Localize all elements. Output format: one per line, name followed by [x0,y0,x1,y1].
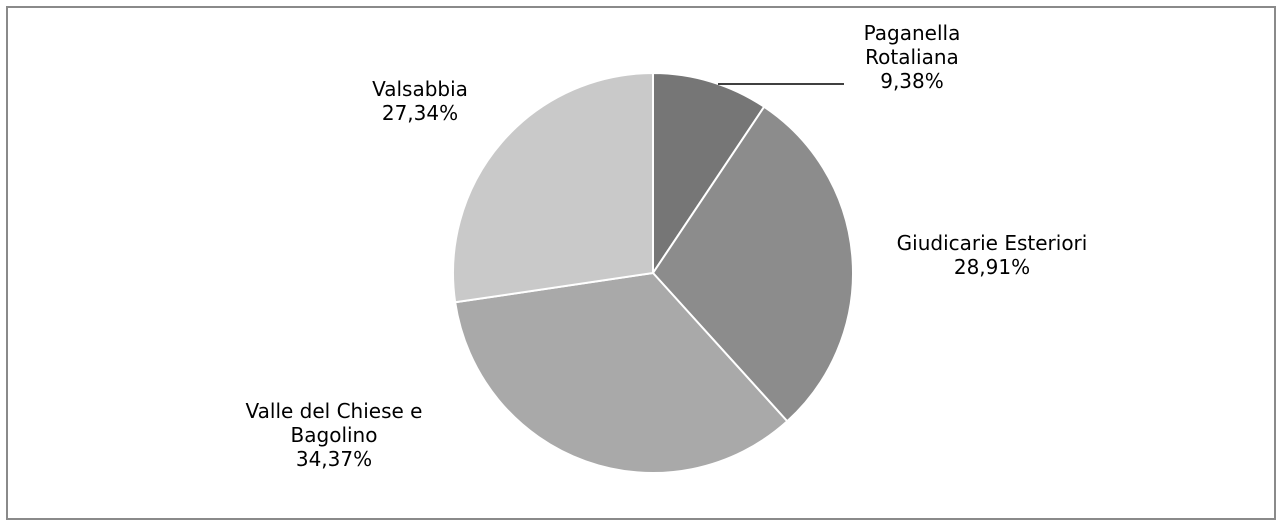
pie-slices [452,71,854,474]
slice-label-valle-del-chiese-e-bagolino: Valle del Chiese e Bagolino 34,37% [246,399,423,471]
slice-label-line: 34,37% [296,447,372,471]
slice-label-line: Valsabbia [372,77,468,101]
slice-label-line: Rotaliana [865,45,959,69]
chart-area: Paganella Rotaliana 9,38% Giudicarie Esteri… [6,6,1276,520]
slice-label-line: Giudicarie Esteriori [897,231,1088,255]
pie-chart: Paganella Rotaliana 9,38% Giudicarie Esteri… [246,21,1088,474]
pie-slice-valsabbia [452,71,654,304]
slice-label-line: 28,91% [954,255,1030,279]
slice-label-valsabbia: Valsabbia 27,34% [372,77,468,125]
slice-label-line: Bagolino [291,423,378,447]
pie-slice-valle-del-chiese-e-bagolino [454,271,789,474]
slice-label-line: Paganella [864,21,961,45]
pie-slice-paganella-rotaliana [652,71,766,277]
slice-label-paganella-rotaliana: Paganella Rotaliana 9,38% [864,21,961,93]
slice-label-giudicarie-esteriori: Giudicarie Esteriori 28,91% [897,231,1088,279]
slice-label-line: 27,34% [382,101,458,125]
slice-labels: Paganella Rotaliana 9,38% Giudicarie Esteri… [246,21,1088,471]
slice-label-line: Valle del Chiese e [246,399,423,423]
slice-label-line: 9,38% [880,69,944,93]
pie-slice-giudicarie-esteriori [651,105,854,423]
